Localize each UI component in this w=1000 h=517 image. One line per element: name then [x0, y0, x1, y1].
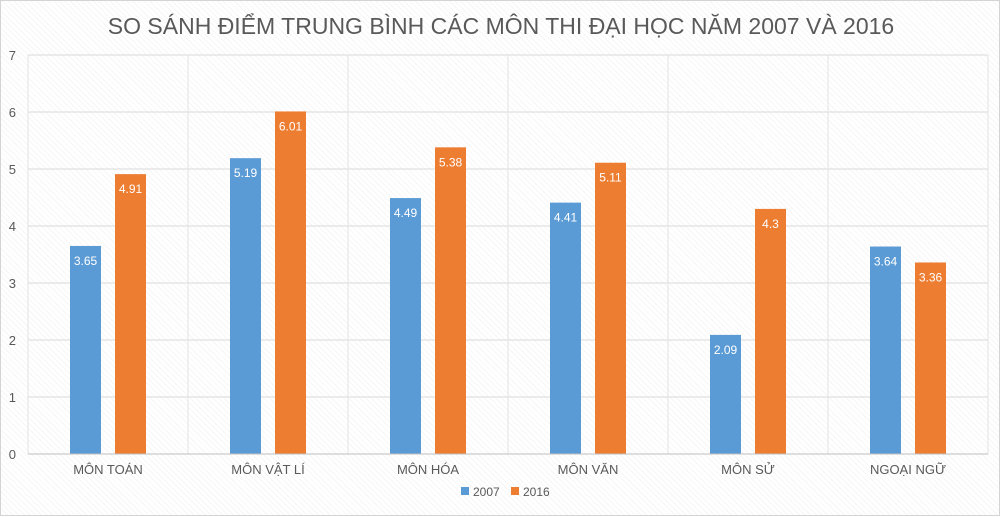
chart-title: SO SÁNH ĐIỂM TRUNG BÌNH CÁC MÔN THI ĐẠI …: [108, 12, 894, 39]
data-label: 3.65: [74, 254, 98, 268]
y-tick-label: 6: [9, 105, 16, 120]
data-label: 5.19: [234, 166, 258, 180]
x-tick-label: MÔN HÓA: [397, 462, 459, 477]
bar-2007-5: [870, 246, 901, 454]
x-tick-label: MÔN VẬT LÍ: [231, 462, 305, 477]
y-tick-label: 3: [9, 276, 16, 291]
legend-swatch-2016: [511, 487, 519, 495]
bar-2007-2: [390, 198, 421, 454]
data-label: 5.38: [439, 155, 463, 169]
legend-label: 2007: [473, 485, 500, 499]
data-label: 5.11: [599, 171, 622, 185]
y-tick-label: 5: [9, 162, 16, 177]
gridlines: [27, 54, 989, 455]
bar-2007-1: [230, 158, 261, 455]
bar-2016-0: [115, 174, 146, 454]
x-tick-label: MÔN SỬ: [721, 462, 775, 477]
data-label: 3.64: [874, 255, 898, 269]
bar-2016-2: [435, 147, 466, 454]
data-label: 4.91: [119, 182, 143, 196]
bar-2016-1: [275, 111, 306, 455]
x-tick-label: MÔN TOÁN: [73, 462, 143, 477]
data-label: 6.01: [279, 119, 303, 133]
data-label: 3.36: [919, 270, 943, 284]
bars: 3.65 4.91 5.19 6.01 4.49 5.38 4.41 5.11 2.09 4.3 3…: [70, 111, 946, 455]
data-label: 2.09: [714, 343, 738, 357]
y-axis: 0 1 2 3 4 5 6 7: [9, 48, 16, 462]
y-tick-label: 2: [9, 333, 16, 348]
bar-2016-3: [595, 162, 626, 455]
legend: 2007 2016: [461, 485, 550, 499]
y-tick-label: 1: [9, 390, 16, 405]
bar-2007-3: [550, 202, 581, 454]
legend-label: 2016: [523, 485, 550, 499]
bar-2007-4: [710, 334, 741, 454]
x-tick-label: MÔN VĂN: [558, 462, 619, 477]
bar-2016-4: [755, 208, 786, 454]
y-tick-label: 4: [9, 219, 16, 234]
data-label: 4.3: [762, 217, 779, 231]
data-label: 4.49: [394, 206, 418, 220]
y-tick-label: 7: [9, 48, 16, 63]
data-label: 4.41: [554, 211, 578, 225]
bar-2007-0: [70, 245, 101, 454]
legend-swatch-2007: [461, 487, 469, 495]
bar-2016-5: [915, 262, 946, 454]
x-tick-label: NGOẠI NGỮ: [870, 462, 946, 477]
y-tick-label: 0: [9, 447, 16, 462]
x-axis: MÔN TOÁN MÔN VẬT LÍ MÔN HÓA MÔN VĂN MÔN SỬ NG…: [28, 453, 988, 477]
